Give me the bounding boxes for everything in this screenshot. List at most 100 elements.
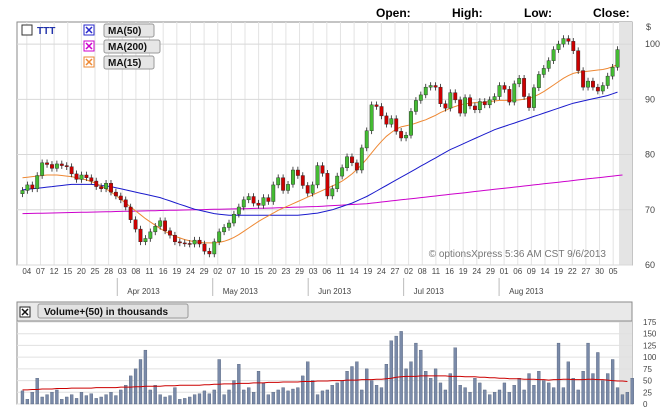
candle-body: [605, 75, 610, 86]
candle-body: [256, 202, 261, 206]
volume-bar: [296, 387, 300, 405]
volume-bar: [35, 378, 39, 405]
watermark: © optionsXpress 5:36 AM CST 9/6/2013: [429, 249, 607, 260]
date-tick-label: 05: [609, 267, 618, 276]
candle-body: [118, 195, 123, 201]
candle-body: [281, 177, 286, 191]
candle-body: [35, 175, 40, 189]
date-tick-label: 16: [445, 267, 454, 276]
month-label: May 2013: [223, 287, 259, 296]
candle-body: [394, 118, 399, 132]
candle-body: [168, 230, 172, 236]
date-tick-label: 10: [241, 267, 250, 276]
candle-body: [54, 163, 59, 169]
candle-body: [364, 130, 369, 149]
volume-bar: [419, 349, 423, 405]
candle-body: [133, 219, 138, 230]
candle-body: [310, 184, 315, 194]
date-tick-label: 06: [322, 267, 331, 276]
volume-legend-button[interactable]: [37, 303, 189, 319]
volume-bar: [374, 385, 379, 405]
volume-bar: [25, 399, 30, 405]
volume-tick-label: 50: [643, 377, 652, 386]
candle-body: [453, 92, 458, 101]
candle-body: [354, 162, 359, 171]
candle-body: [522, 78, 527, 97]
volume-bar: [109, 392, 113, 405]
volume-bar: [94, 398, 98, 405]
volume-bar: [458, 385, 462, 405]
date-tick-label: 28: [104, 267, 113, 276]
volume-bar: [212, 389, 216, 405]
candle-body: [556, 43, 561, 50]
volume-bar: [576, 389, 580, 405]
volume-bar: [522, 389, 526, 405]
date-tick-label: 06: [513, 267, 522, 276]
ma200-legend-button[interactable]: [103, 39, 161, 54]
candle-body: [527, 96, 531, 108]
candle-body: [610, 67, 615, 77]
date-tick-label: 02: [404, 267, 413, 276]
date-tick-label: 08: [131, 267, 140, 276]
volume-bar: [173, 387, 177, 405]
volume-bar: [566, 361, 570, 405]
candle-body: [586, 80, 590, 88]
ticker-label: TTT: [37, 26, 55, 37]
volume-bar: [443, 389, 448, 405]
candle-body: [25, 184, 30, 191]
volume-bar: [424, 371, 428, 405]
volume-bar: [50, 392, 54, 405]
candle-body: [291, 169, 295, 185]
ma15-label: MA(15): [108, 58, 141, 69]
volume-bar: [207, 393, 211, 405]
volume-bar: [478, 382, 482, 405]
date-tick-label: 24: [472, 267, 481, 276]
candle-body: [359, 147, 364, 171]
volume-bar: [60, 399, 64, 405]
volume-tick-label: 0: [643, 400, 648, 409]
candle-body: [217, 231, 222, 243]
volume-bar: [350, 366, 354, 405]
volume-bar: [242, 389, 246, 405]
volume-bar: [507, 392, 511, 405]
date-tick-label: 20: [77, 267, 86, 276]
candle-body: [158, 220, 163, 227]
date-tick-label: 24: [377, 267, 386, 276]
ma50-legend-button[interactable]: [103, 23, 155, 38]
volume-bar: [345, 371, 349, 405]
volume-bar: [463, 387, 467, 405]
month-label: Jul 2013: [414, 287, 445, 296]
volume-bar: [192, 394, 197, 405]
candle-body: [94, 180, 99, 187]
volume-bar: [237, 364, 241, 405]
candle-body: [379, 106, 384, 117]
candle-body: [69, 166, 74, 175]
candle-body: [487, 99, 492, 106]
volume-ma-line: [22, 375, 628, 391]
candle-body: [84, 174, 89, 178]
volume-bar: [163, 396, 167, 405]
candle-body: [222, 227, 227, 233]
date-tick-label: 19: [172, 267, 181, 276]
volume-bar: [291, 388, 295, 405]
candle-body: [595, 86, 600, 92]
volume-bar: [281, 387, 285, 405]
date-axis: 04 07 12 15 20 25 28 03 08 11 16 19 24 29 02 07 10 15 20 23…: [22, 267, 618, 296]
candle-body: [546, 60, 551, 69]
price-tick-label: 70: [645, 205, 655, 215]
volume-bar: [197, 393, 202, 405]
ma15-legend-button[interactable]: [103, 55, 155, 70]
price-axis: 60 70 80 90 100: [645, 39, 660, 270]
volume-bar: [394, 335, 398, 405]
date-tick-label: 16: [159, 267, 168, 276]
date-tick-label: 27: [581, 267, 590, 276]
candle-body: [335, 175, 340, 189]
volume-bar: [620, 394, 625, 405]
ticker-checkbox[interactable]: [21, 24, 33, 36]
candle-body: [177, 241, 182, 244]
candle-body: [502, 85, 507, 90]
candle-body: [295, 169, 300, 176]
volume-bar: [379, 387, 384, 405]
candlesticks: [20, 35, 620, 258]
